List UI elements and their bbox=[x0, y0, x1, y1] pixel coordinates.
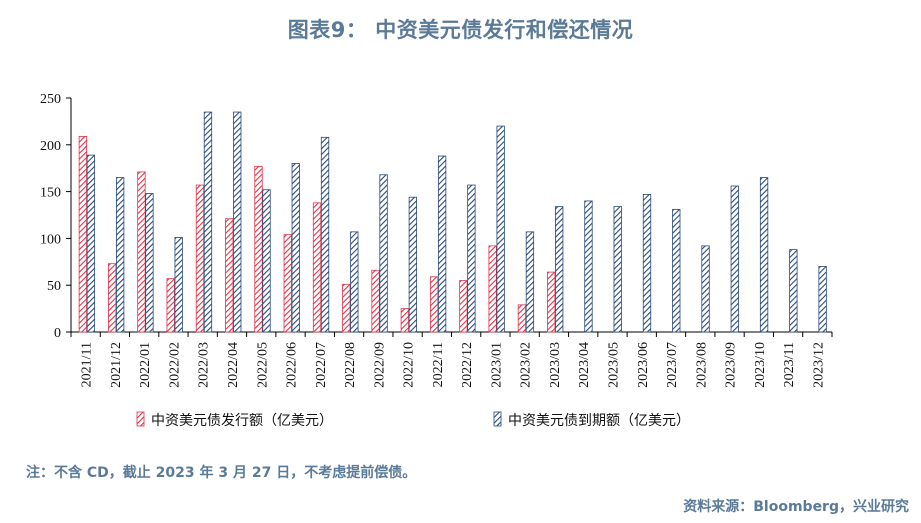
x-tick-label: 2022/04 bbox=[226, 342, 241, 388]
x-tick-label: 2023/08 bbox=[694, 342, 709, 388]
x-tick-label: 2023/03 bbox=[548, 342, 563, 388]
x-tick-label: 2022/12 bbox=[460, 342, 475, 388]
x-tick-label: 2023/05 bbox=[606, 342, 621, 388]
legend-label-maturity: 中资美元债到期额（亿美元） bbox=[508, 413, 690, 429]
legend-swatch-issuance bbox=[136, 411, 145, 427]
issuance-bar bbox=[371, 269, 380, 333]
maturity-bar bbox=[116, 177, 125, 333]
issuance-bar bbox=[342, 283, 351, 333]
x-tick-label: 2023/10 bbox=[753, 342, 768, 388]
issuance-bar bbox=[400, 308, 409, 333]
x-tick-label: 2022/02 bbox=[167, 342, 182, 388]
x-tick-label: 2023/12 bbox=[811, 342, 826, 388]
x-tick-label: 2023/09 bbox=[724, 342, 739, 388]
y-tick-label: 200 bbox=[40, 139, 61, 154]
x-tick-label: 2023/07 bbox=[665, 342, 680, 388]
issuance-bar bbox=[254, 165, 263, 333]
x-tick-label: 2022/01 bbox=[138, 342, 153, 388]
issuance-bar bbox=[225, 218, 234, 333]
legend-label-issuance: 中资美元债发行额（亿美元） bbox=[151, 413, 333, 429]
issuance-bar bbox=[547, 271, 556, 333]
maturity-bar bbox=[555, 206, 564, 333]
y-tick-label: 0 bbox=[54, 326, 61, 341]
x-tick-label: 2022/05 bbox=[255, 342, 270, 388]
maturity-bar bbox=[701, 245, 710, 333]
maturity-bar bbox=[203, 111, 213, 333]
issuance-bar bbox=[283, 234, 292, 333]
issuance-bar bbox=[137, 171, 146, 333]
maturity-bar bbox=[145, 193, 154, 333]
maturity-bar bbox=[262, 189, 271, 333]
x-tick-label: 2023/11 bbox=[782, 342, 797, 387]
x-tick-label: 2022/08 bbox=[343, 342, 358, 388]
chart-source: 资料来源：Bloomberg，兴业研究 bbox=[683, 499, 909, 515]
bar-chart: 0 50 100 150 200 250 2021/11 2021/12 2022/01 2022… bbox=[40, 92, 833, 429]
maturity-bar bbox=[496, 125, 505, 333]
x-tick-label: 2022/09 bbox=[372, 342, 387, 388]
maturity-bar bbox=[672, 208, 681, 333]
issuance-bar bbox=[429, 276, 439, 333]
x-tick-label: 2023/04 bbox=[577, 342, 592, 388]
maturity-bar bbox=[437, 155, 447, 333]
issuance-bar bbox=[108, 263, 117, 333]
maturity-bar bbox=[350, 231, 359, 333]
issuance-bar bbox=[459, 280, 468, 333]
x-tick-label: 2021/11 bbox=[80, 342, 95, 387]
y-tick-label: 150 bbox=[40, 186, 61, 201]
maturity-bar bbox=[759, 177, 769, 333]
issuance-bar bbox=[195, 184, 205, 333]
y-tick-label: 100 bbox=[40, 232, 61, 247]
issuance-bar bbox=[78, 135, 88, 333]
maturity-bar bbox=[291, 163, 300, 333]
maturity-bar bbox=[642, 194, 652, 333]
x-tick-label: 2022/03 bbox=[197, 342, 212, 388]
x-tick-label: 2023/06 bbox=[636, 342, 651, 388]
legend-swatch-maturity bbox=[493, 411, 502, 427]
chart-title: 图表9： 中资美元债发行和偿还情况 bbox=[287, 18, 634, 42]
maturity-bar bbox=[789, 249, 798, 333]
maturity-bar bbox=[613, 206, 622, 333]
y-tick-label: 250 bbox=[40, 92, 61, 107]
maturity-bar bbox=[730, 185, 739, 333]
x-tick-label: 2023/02 bbox=[519, 342, 534, 388]
x-tick-label: 2022/07 bbox=[314, 342, 329, 388]
issuance-bar bbox=[166, 278, 175, 333]
issuance-bar bbox=[488, 245, 497, 333]
maturity-bar bbox=[86, 154, 96, 333]
maturity-bar bbox=[408, 196, 417, 333]
maturity-bar bbox=[818, 266, 827, 333]
x-tick-label: 2021/12 bbox=[109, 342, 124, 388]
issuance-bar bbox=[517, 304, 527, 333]
maturity-bar bbox=[467, 184, 476, 333]
chart-note: 注：不含 CD，截止 2023 年 3 月 27 日，不考虑提前偿债。 bbox=[26, 465, 417, 481]
x-tick-label: 2023/01 bbox=[489, 342, 504, 388]
maturity-bar bbox=[379, 174, 388, 333]
maturity-bar bbox=[525, 231, 535, 333]
x-tick-label: 2022/11 bbox=[431, 342, 446, 387]
maturity-bar bbox=[320, 136, 330, 333]
issuance-bar bbox=[312, 202, 322, 333]
x-tick-label: 2022/10 bbox=[402, 342, 417, 388]
x-tick-label: 2022/06 bbox=[285, 342, 300, 388]
maturity-bar bbox=[174, 237, 183, 333]
maturity-bar bbox=[233, 111, 242, 333]
y-tick-label: 50 bbox=[47, 279, 61, 294]
maturity-bar bbox=[584, 200, 593, 333]
